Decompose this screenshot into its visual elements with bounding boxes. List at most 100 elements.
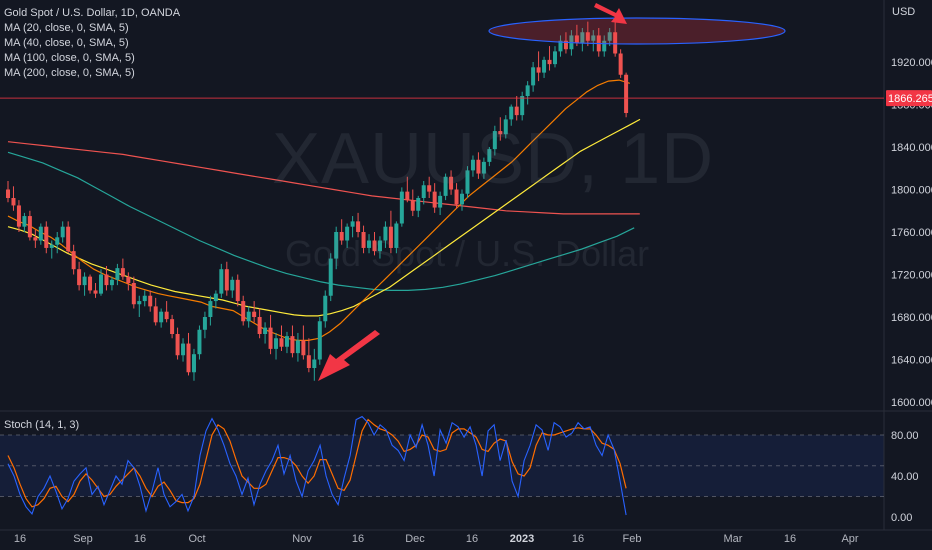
time-tick: 16: [784, 533, 796, 545]
candle-body: [290, 336, 295, 354]
candle-body: [120, 268, 125, 277]
candle-body: [367, 240, 372, 248]
candle-body: [197, 329, 202, 355]
candle-body: [470, 159, 475, 171]
time-tick: 16: [572, 533, 584, 545]
time-tick: 16: [352, 533, 364, 545]
candle-body: [394, 223, 399, 248]
candle-body: [66, 226, 71, 252]
candle-body: [22, 216, 27, 227]
price-tick: 1800.000: [891, 185, 932, 197]
candle-body: [55, 237, 60, 245]
candle-body: [181, 343, 186, 356]
time-tick: 2023: [510, 533, 534, 545]
candle-body: [339, 232, 344, 241]
candle-body: [153, 306, 158, 323]
legend-symbol[interactable]: Gold Spot / U.S. Dollar, 1D, OANDA: [4, 7, 181, 19]
candle-body: [399, 191, 404, 224]
candle-body: [388, 226, 393, 248]
candle-body: [301, 340, 306, 356]
candle-body: [295, 340, 300, 354]
candle-body: [33, 237, 38, 241]
time-tick: Feb: [623, 533, 642, 545]
candle-body: [542, 59, 547, 73]
candle-body: [323, 295, 328, 322]
price-tick: 1640.000: [891, 355, 932, 367]
currency-label: USD: [892, 6, 915, 18]
candle-body: [476, 159, 481, 174]
stoch-tick: 80.00: [891, 430, 919, 442]
stoch-tick: 40.00: [891, 471, 919, 483]
candle-body: [498, 131, 503, 135]
candle-body: [219, 269, 224, 294]
candle-body: [109, 279, 114, 286]
candle-body: [492, 131, 497, 150]
candle-body: [11, 198, 16, 206]
arrow-top-icon[interactable]: [594, 3, 627, 24]
legend-ma200[interactable]: MA (200, close, 0, SMA, 5): [4, 67, 135, 79]
price-tick: 1720.000: [891, 270, 932, 282]
candle-body: [553, 51, 557, 65]
price-tick: 1920.000: [891, 57, 932, 69]
candle-body: [148, 295, 153, 307]
candle-body: [224, 269, 229, 291]
time-tick: Apr: [841, 533, 858, 545]
price-tick: 1760.000: [891, 227, 932, 239]
candle-body: [334, 232, 339, 259]
candle-body: [585, 32, 590, 41]
candle-body: [98, 274, 103, 294]
time-tick: Nov: [292, 533, 312, 545]
top-zone-ellipse[interactable]: [488, 17, 786, 45]
candle-body: [268, 327, 273, 349]
candle-body: [164, 311, 169, 320]
candle-body: [88, 276, 93, 291]
candle-body: [142, 295, 147, 302]
candle-body: [624, 74, 629, 113]
legend-ma40[interactable]: MA (40, close, 0, SMA, 5): [4, 37, 129, 49]
time-tick: Dec: [405, 533, 425, 545]
candle-body: [49, 244, 54, 248]
candle-body: [115, 268, 120, 280]
time-tick: 16: [134, 533, 146, 545]
candle-body: [421, 185, 426, 198]
candle-body: [170, 319, 175, 334]
candle-body: [60, 226, 65, 238]
candle-body: [602, 40, 607, 52]
ma200-line: [7, 141, 640, 215]
candle-body: [460, 193, 465, 205]
candle-body: [443, 176, 448, 196]
candle-body: [449, 176, 454, 190]
candle-body: [520, 96, 525, 116]
candle-body: [137, 301, 142, 305]
candle-body: [159, 311, 164, 323]
candle-body: [279, 338, 284, 347]
last-price-badge: [886, 90, 932, 107]
candle-body: [514, 106, 519, 116]
candle-body: [328, 258, 333, 296]
candle-body: [312, 359, 317, 368]
candle-body: [175, 334, 180, 356]
stoch-legend[interactable]: Stoch (14, 1, 3): [4, 419, 80, 431]
candle-body: [27, 216, 32, 238]
candle-body: [77, 269, 82, 286]
stoch-d-line: [7, 418, 627, 508]
candle-body: [317, 321, 322, 360]
candle-body: [525, 85, 530, 96]
candle-body: [536, 67, 541, 73]
candle-body: [93, 290, 98, 294]
candle-body: [481, 161, 486, 174]
candle-body: [372, 240, 377, 252]
candle-body: [427, 185, 432, 192]
candle-body: [191, 354, 196, 373]
candle-body: [44, 226, 49, 248]
arrow-bottom-icon[interactable]: [318, 330, 380, 381]
candle-body: [246, 311, 251, 322]
legend-ma100[interactable]: MA (100, close, 0, SMA, 5): [4, 52, 135, 64]
candle-body: [213, 293, 218, 302]
candle-body: [361, 232, 366, 248]
candle-body: [235, 279, 240, 302]
candle-body: [186, 343, 191, 373]
ma100-line: [7, 151, 635, 291]
legend-ma20[interactable]: MA (20, close, 0, SMA, 5): [4, 22, 129, 34]
